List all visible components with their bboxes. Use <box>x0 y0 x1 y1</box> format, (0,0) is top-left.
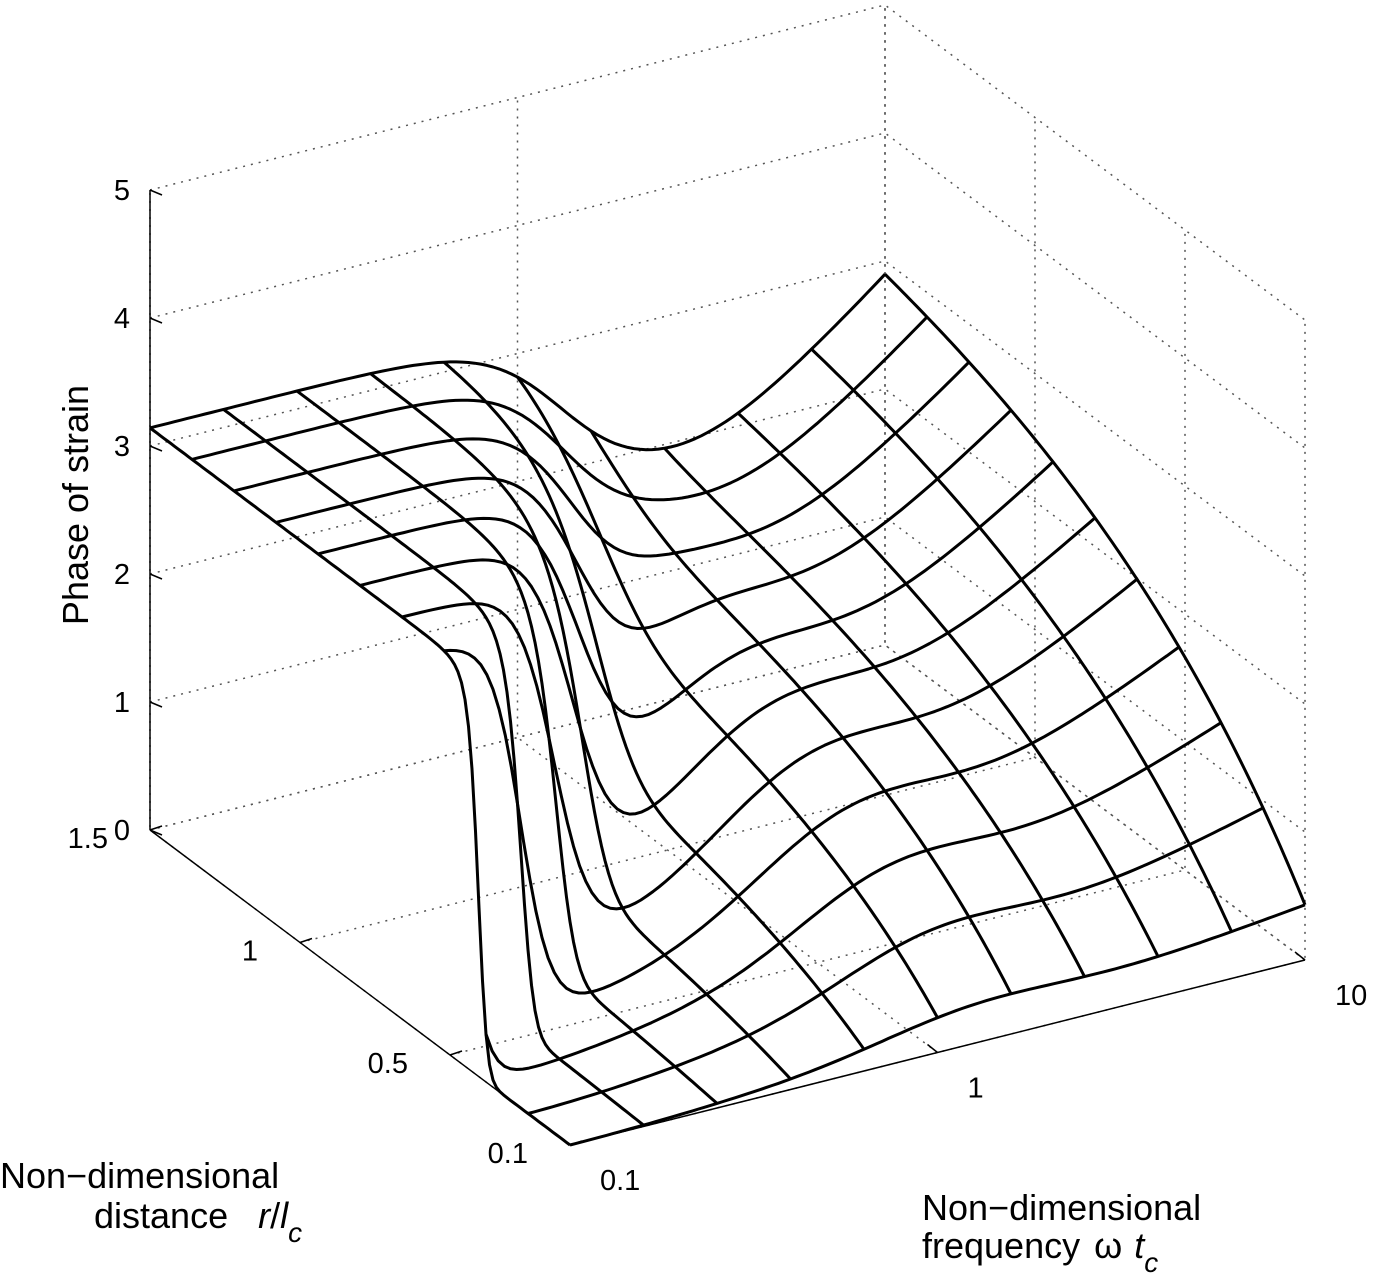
mesh-line-const-frequency <box>369 372 792 1081</box>
z-tick-mark <box>149 573 163 580</box>
mesh-line-const-frequency <box>663 447 1086 978</box>
y-tick-mark <box>299 937 313 944</box>
x-tick-label: 1 <box>968 1073 984 1105</box>
x-axis-label-line1: Non−dimensional <box>922 1187 1201 1228</box>
y-tick-label: 1 <box>242 936 258 968</box>
axis-lines <box>149 189 1306 1146</box>
x-tick-mark <box>1294 951 1306 961</box>
z-tick-label: 0 <box>114 815 130 847</box>
y-tick-label: 0.5 <box>368 1048 408 1080</box>
mesh-line-const-frequency <box>736 412 1160 958</box>
y-tick-mark <box>149 825 163 831</box>
y-axis-label-line2: distance r/lc <box>94 1195 302 1248</box>
y-gridline <box>299 117 1036 944</box>
mesh-line-const-frequency <box>222 408 645 1127</box>
z-gridline <box>149 260 1306 577</box>
z-tick-mark <box>149 701 163 708</box>
z-tick-mark <box>149 829 163 836</box>
z-gridline <box>149 132 1306 449</box>
z-tick-label: 3 <box>114 431 130 463</box>
y-tick-label: 1.5 <box>68 823 108 855</box>
z-tick-mark <box>149 445 163 452</box>
y-gridline <box>449 230 1186 1056</box>
z-gridline <box>149 644 1306 961</box>
mesh-line-const-distance <box>527 806 1264 1115</box>
z-tick-label: 4 <box>114 303 130 335</box>
mesh-line-const-distance <box>359 516 1096 816</box>
y-tick-mark <box>449 1050 463 1056</box>
mesh-line-const-distance <box>317 460 1055 719</box>
mesh-line-const-frequency <box>149 426 571 1147</box>
z-tick-label: 5 <box>114 175 130 207</box>
mesh-line-const-distance <box>233 361 971 558</box>
y-axis-label-line1: Non−dimensional <box>0 1155 279 1196</box>
tick-labels: 0 1 2 3 4 5 0.1 0.5 1 1.5 0.1 1 10 <box>68 175 1368 1197</box>
z-tick-label: 2 <box>114 559 130 591</box>
z-axis-label: Phase of strain <box>55 385 96 625</box>
x-gridline <box>149 190 571 1146</box>
y-tick-label: 0.1 <box>488 1138 528 1170</box>
x-tick-mark <box>927 1043 938 1054</box>
x-gridline <box>884 5 1306 961</box>
z-tick-label: 1 <box>114 687 130 719</box>
mesh-line-const-frequency <box>810 348 1233 933</box>
y-gridline <box>569 320 1306 1146</box>
mesh-line-const-frequency <box>296 389 718 1105</box>
z-tick-mark <box>149 189 163 196</box>
x-tick-label: 0.1 <box>600 1165 640 1197</box>
y-gridline <box>149 5 886 831</box>
z-gridline <box>149 4 1306 321</box>
mesh-line-const-distance <box>275 409 1013 630</box>
mesh-line-const-frequency <box>516 376 939 1019</box>
z-gridline <box>149 388 1306 705</box>
mesh-line-const-distance <box>569 903 1306 1147</box>
grid-lines <box>149 4 1306 1146</box>
z-tick-mark <box>149 317 163 324</box>
surface-mesh <box>149 273 1307 1147</box>
x-gridline <box>516 97 938 1054</box>
z-gridline <box>149 516 1306 833</box>
mesh-line-const-frequency <box>443 361 866 1051</box>
x-axis-label-line2: frequency ω tc <box>922 1225 1158 1278</box>
x-tick-label: 10 <box>1335 980 1367 1012</box>
mesh-line-const-frequency <box>589 430 1013 995</box>
mesh-line-const-frequency <box>883 273 1307 906</box>
